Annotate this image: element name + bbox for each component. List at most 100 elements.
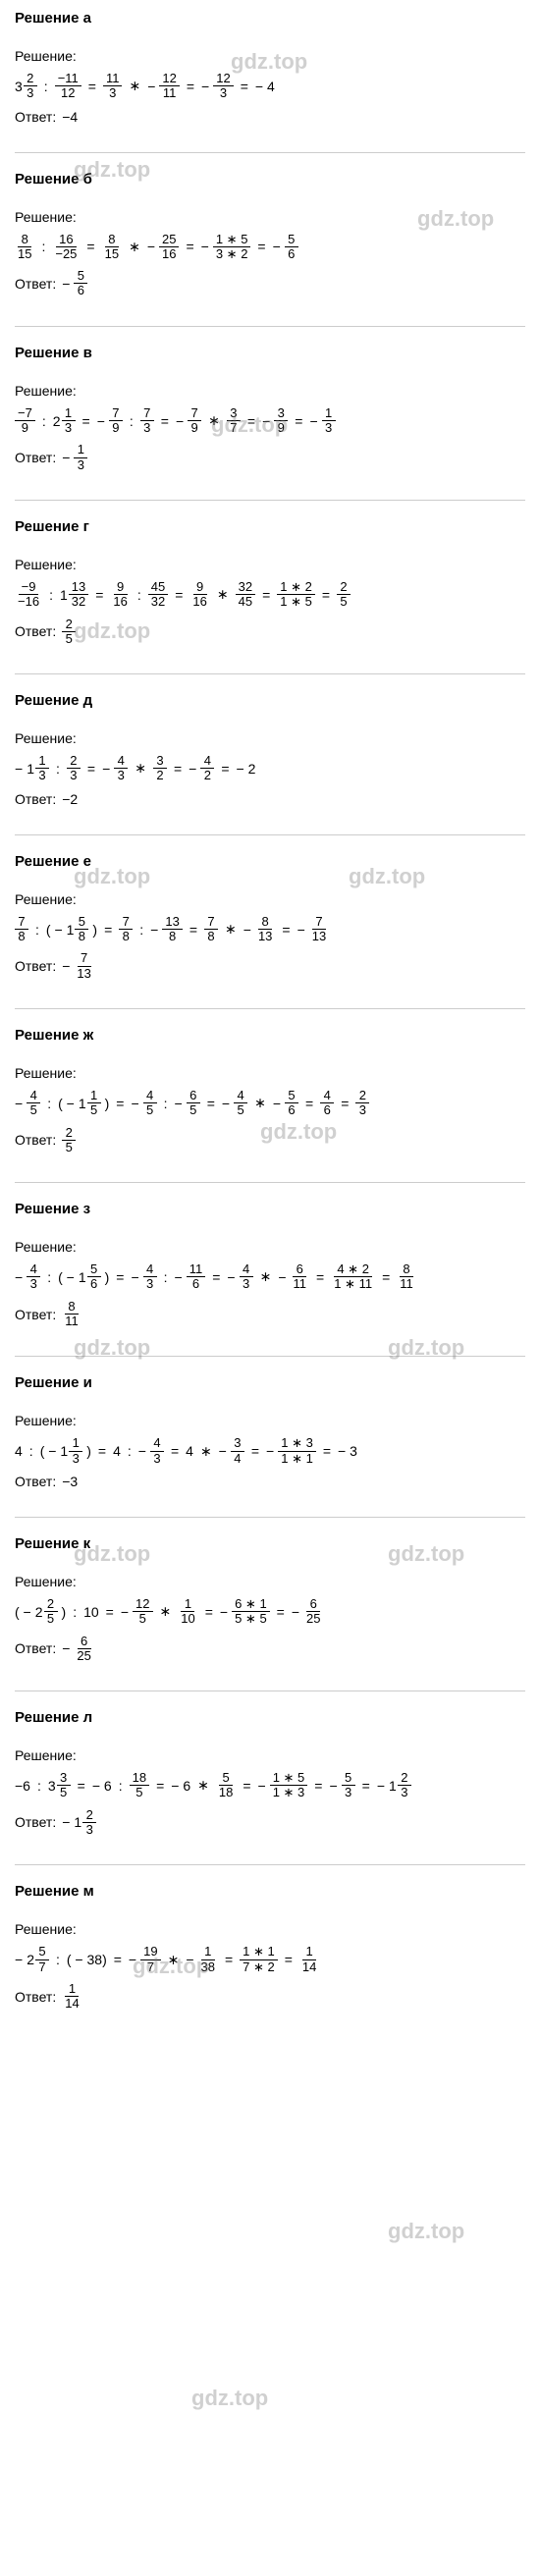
fraction: 53 <box>342 1771 355 1800</box>
answer-label: Ответ: <box>15 450 56 465</box>
answer-row: Ответ:114 <box>15 1982 525 2012</box>
solution-subheading: Решение: <box>15 891 525 907</box>
answer-row: Ответ:−625 <box>15 1635 525 1664</box>
fraction: 815 <box>102 233 122 262</box>
negative-sign: − <box>273 1096 281 1111</box>
operator: = <box>83 239 97 254</box>
negative-sign: − <box>62 1814 70 1830</box>
solution-block: Решение иРешение:4:( −113)=4:−43=4∗−34=−… <box>15 1374 525 1489</box>
solution-subheading: Решение: <box>15 1065 525 1081</box>
equation-row: −113:23=−43∗32=−42=− 2 <box>15 754 525 783</box>
solution-title: Решение л <box>15 1709 525 1726</box>
answer-label: Ответ: <box>15 958 56 974</box>
solution-subheading: Решение: <box>15 383 525 399</box>
page-container: Решение аРешение:323:−1112=113∗−1211=−12… <box>15 10 525 2011</box>
fraction: 611 <box>291 1262 310 1292</box>
fraction: 625 <box>74 1635 93 1664</box>
fraction: 25 <box>337 580 351 610</box>
fraction: 713 <box>74 951 93 981</box>
solution-title: Решение к <box>15 1535 525 1552</box>
fraction: 138 <box>198 1945 218 1974</box>
section-divider <box>15 673 525 674</box>
watermark-text: gdz.top <box>191 2386 268 2411</box>
operator: = <box>240 1778 253 1794</box>
operator: = <box>153 1778 167 1794</box>
fraction: 46 <box>320 1089 334 1118</box>
operator: = <box>292 413 305 429</box>
negative-sign: − <box>131 1096 138 1111</box>
fraction: 34 <box>231 1436 244 1466</box>
solution-title: Решение е <box>15 853 525 870</box>
mixed-number: 335 <box>48 1771 71 1800</box>
operator: = <box>113 1269 127 1285</box>
text-value: 4 <box>186 1443 193 1459</box>
equation-row: 815:16−25=815∗−2516=−1 ∗ 53 ∗ 2=−56 <box>15 233 525 262</box>
fraction: 25 <box>44 1597 58 1627</box>
fraction: 45 <box>27 1089 40 1118</box>
section-divider <box>15 834 525 835</box>
solution-subheading: Решение: <box>15 48 525 64</box>
negative-sign: − <box>121 1604 129 1620</box>
fraction: 23 <box>67 754 81 783</box>
text-value: ) <box>92 922 97 938</box>
operator: : <box>46 587 56 603</box>
operator: = <box>311 1778 325 1794</box>
solution-title: Решение г <box>15 518 525 535</box>
operator: = <box>302 1096 316 1111</box>
section-divider <box>15 1356 525 1357</box>
fraction: 23 <box>24 72 37 101</box>
fraction: 1332 <box>69 580 88 610</box>
text-value: − 6 <box>171 1778 190 1794</box>
operator: = <box>84 761 98 777</box>
answer-row: Ответ:−2 <box>15 791 525 807</box>
operator: : <box>136 922 146 938</box>
operator: : <box>125 1443 135 1459</box>
solution-block: Решение гРешение:−9−16:11332=916:4532=91… <box>15 518 525 646</box>
solution-subheading: Решение: <box>15 1413 525 1428</box>
operator: = <box>113 1096 127 1111</box>
mixed-number: 123 <box>74 1808 96 1838</box>
text-value: − 6 <box>92 1778 112 1794</box>
answer-label: Ответ: <box>15 1814 56 1830</box>
section-divider <box>15 326 525 327</box>
negative-sign: − <box>266 1443 274 1459</box>
solution-block: Решение жРешение:−45:( −115)=−45:−65=−45… <box>15 1027 525 1154</box>
equation-row: ( −225):10=−125∗110=−6 ∗ 15 ∗ 5=−625 <box>15 1597 525 1627</box>
fraction: 1 ∗ 17 ∗ 2 <box>240 1945 278 1974</box>
equation-row: −43:( −156)=−43:−116=−43∗−611=4 ∗ 21 ∗ 1… <box>15 1262 525 1292</box>
mixed-number: 113 <box>60 1436 82 1466</box>
equation-row: 78:( −158)=78:−138=78∗−813=−713 <box>15 915 525 944</box>
operator: ∗ <box>222 921 240 938</box>
solution-title: Решение м <box>15 1883 525 1900</box>
negative-sign: − <box>377 1778 385 1794</box>
text-value: 10 <box>83 1604 99 1620</box>
fraction: 13 <box>69 1436 82 1466</box>
operator: : <box>38 239 48 254</box>
fraction: 813 <box>255 915 275 944</box>
operator: : <box>53 1952 63 1967</box>
solution-subheading: Решение: <box>15 1574 525 1589</box>
operator: = <box>259 587 273 603</box>
section-divider <box>15 1182 525 1183</box>
operator: = <box>338 1096 351 1111</box>
fraction: 110 <box>178 1597 197 1627</box>
text-value: ( − <box>58 1096 75 1111</box>
text-value: ) <box>105 1096 110 1111</box>
mixed-number: 11332 <box>60 580 88 610</box>
operator: = <box>111 1952 125 1967</box>
negative-sign: − <box>175 1269 183 1285</box>
section-divider <box>15 152 525 153</box>
fraction: 185 <box>130 1771 149 1800</box>
fraction: 916 <box>110 580 130 610</box>
answer-label: Ответ: <box>15 1132 56 1148</box>
operator: = <box>171 761 185 777</box>
fraction: 79 <box>109 406 123 436</box>
answer-row: Ответ:−123 <box>15 1808 525 1838</box>
fraction: 45 <box>143 1089 157 1118</box>
text-value: −6 <box>15 1778 30 1794</box>
fraction: 1211 <box>159 72 179 101</box>
fraction: 43 <box>114 754 128 783</box>
equation-row: −257:( − 38)=−197∗−138=1 ∗ 17 ∗ 2=114 <box>15 1945 525 1974</box>
fraction: 123 <box>213 72 233 101</box>
solution-title: Решение б <box>15 171 525 188</box>
